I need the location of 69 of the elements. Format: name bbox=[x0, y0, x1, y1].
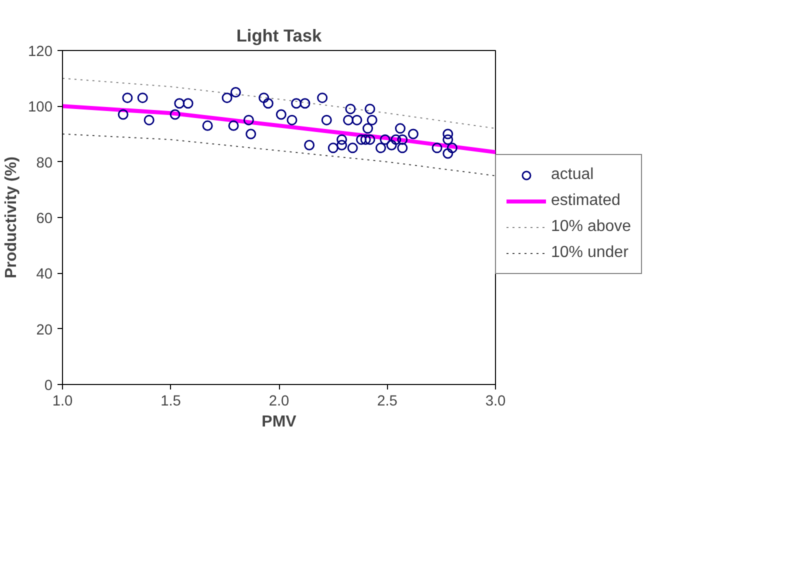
point bbox=[228, 120, 239, 131]
y-tick-label: 40 bbox=[36, 266, 53, 283]
point bbox=[262, 98, 274, 109]
point bbox=[352, 114, 362, 126]
point bbox=[202, 120, 213, 131]
point bbox=[300, 98, 310, 109]
point bbox=[442, 128, 454, 140]
point bbox=[336, 134, 348, 145]
point bbox=[258, 92, 270, 104]
x-tick-label: 1.5 bbox=[160, 394, 181, 410]
point bbox=[336, 140, 348, 150]
legend-label: 10% under bbox=[551, 244, 628, 262]
point bbox=[230, 87, 241, 98]
y-tick-label: 60 bbox=[36, 211, 53, 227]
point bbox=[222, 92, 232, 104]
point bbox=[317, 92, 328, 104]
point bbox=[286, 114, 298, 126]
line-series bbox=[62, 134, 496, 176]
point bbox=[170, 109, 180, 120]
legend-label: estimated bbox=[551, 192, 620, 210]
point bbox=[356, 134, 367, 145]
chart-title: Light Task bbox=[236, 26, 322, 46]
point bbox=[442, 148, 454, 159]
point bbox=[137, 92, 148, 104]
point bbox=[304, 140, 315, 150]
x-tick-label: 1.0 bbox=[52, 394, 73, 410]
point bbox=[390, 134, 402, 145]
point bbox=[362, 123, 374, 134]
point bbox=[347, 142, 358, 154]
y-tick-label: 100 bbox=[28, 100, 53, 116]
point bbox=[446, 142, 458, 154]
point bbox=[397, 134, 408, 145]
line-series bbox=[62, 78, 496, 129]
point bbox=[408, 128, 418, 140]
x-axis-title: PMV bbox=[262, 414, 297, 430]
point bbox=[360, 134, 371, 145]
point bbox=[118, 109, 128, 120]
point bbox=[276, 109, 286, 120]
y-tick-label: 20 bbox=[36, 322, 53, 338]
y-axis-title: Productivity (%) bbox=[3, 156, 20, 278]
point bbox=[364, 104, 376, 114]
point bbox=[328, 142, 338, 154]
legend-label: 10% above bbox=[551, 218, 632, 236]
point bbox=[291, 98, 302, 109]
point bbox=[442, 134, 454, 145]
x-tick-label: 2.0 bbox=[268, 394, 290, 410]
point bbox=[174, 98, 185, 109]
x-tick-label: 3.0 bbox=[485, 394, 506, 410]
point bbox=[432, 142, 442, 154]
point bbox=[321, 114, 332, 126]
y-tick-label: 120 bbox=[28, 44, 53, 60]
x-tick-label: 2.5 bbox=[377, 394, 398, 410]
point bbox=[397, 142, 408, 154]
point bbox=[243, 114, 254, 126]
point bbox=[380, 134, 390, 145]
point bbox=[376, 142, 386, 154]
point bbox=[182, 98, 194, 109]
point bbox=[343, 114, 354, 126]
legend-label: actual bbox=[551, 166, 594, 184]
point bbox=[246, 128, 256, 140]
point bbox=[394, 123, 406, 134]
point bbox=[366, 114, 378, 126]
point bbox=[364, 134, 376, 145]
point bbox=[144, 114, 154, 126]
point bbox=[345, 104, 356, 114]
point bbox=[386, 140, 397, 150]
y-tick-label: 80 bbox=[36, 155, 53, 172]
y-tick-label: 0 bbox=[44, 378, 53, 394]
point bbox=[122, 92, 133, 104]
